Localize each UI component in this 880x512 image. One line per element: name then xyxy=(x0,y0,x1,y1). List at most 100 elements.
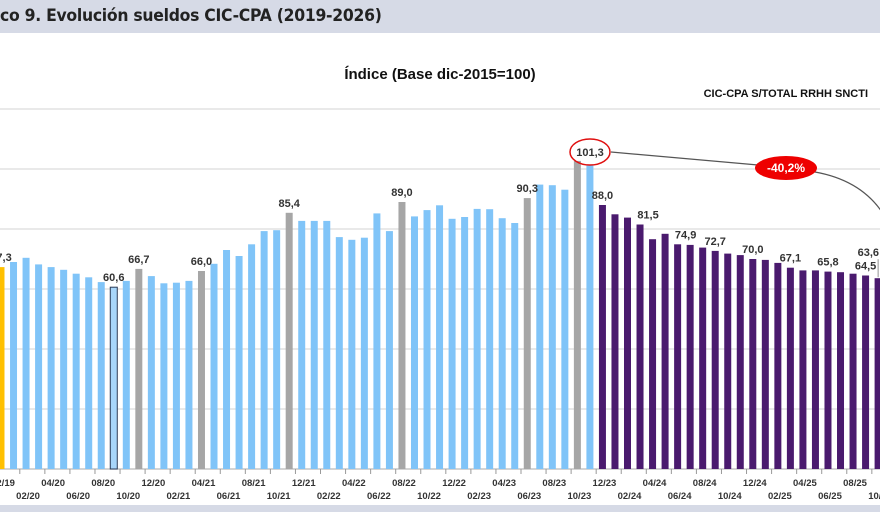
bar-04/24 xyxy=(649,239,657,469)
bar-11/21 xyxy=(285,212,293,470)
x-tick-label: 02/24 xyxy=(618,491,642,502)
bar-04/20 xyxy=(47,267,55,469)
data-label: 90,3 xyxy=(517,183,538,195)
bar-01/23 xyxy=(461,217,469,469)
series-label: CIC-CPA S/TOTAL RRHH SNCTI xyxy=(704,88,868,100)
bar-11/20 xyxy=(135,268,143,469)
bar-06/23 xyxy=(523,198,531,469)
chart-subtitle: Índice (Base dic-2015=100) xyxy=(344,66,535,83)
bar-12/21 xyxy=(298,220,306,469)
bar-12/23 xyxy=(598,205,606,469)
x-tick-label: 04/22 xyxy=(342,478,366,489)
bar-02/20 xyxy=(22,257,30,469)
bar-05/22 xyxy=(360,237,368,469)
x-tick-label: 10/25 xyxy=(868,491,880,502)
peak-label: 101,3 xyxy=(576,147,604,159)
bar-06/20 xyxy=(72,273,80,469)
bar-04/21 xyxy=(197,271,205,469)
data-label: 65,8 xyxy=(817,257,838,269)
x-tick-label: 10/20 xyxy=(116,491,140,502)
x-tick-label: 12/22 xyxy=(442,478,466,489)
x-tick-label: 12/19 xyxy=(0,478,15,489)
x-tick-label: 06/24 xyxy=(668,491,692,502)
bar-12/22 xyxy=(448,218,456,469)
bar-03/20 xyxy=(35,264,43,469)
data-label: 81,5 xyxy=(637,210,658,222)
bar-11/22 xyxy=(436,205,444,470)
x-tick-label: 10/21 xyxy=(267,491,291,502)
data-label: 67,3 xyxy=(0,252,12,264)
bar-02/24 xyxy=(624,217,631,469)
bar-10/23 xyxy=(573,160,581,469)
x-tick-label: 04/25 xyxy=(793,478,817,489)
bar-07/25 xyxy=(837,272,845,469)
x-tick-label: 06/25 xyxy=(818,491,842,502)
x-tick-label: 06/20 xyxy=(66,491,90,502)
x-tick-label: 02/23 xyxy=(467,491,491,502)
data-label: 67,1 xyxy=(780,253,801,265)
connector-line xyxy=(610,151,759,166)
data-label: 66,7 xyxy=(128,254,149,266)
bar-08/21 xyxy=(248,244,256,469)
bar-06/25 xyxy=(824,271,832,469)
x-tick-label: 08/24 xyxy=(693,478,717,489)
x-tick-label: 08/25 xyxy=(843,478,867,489)
bar-08/22 xyxy=(398,202,406,469)
change-label: -40,2% xyxy=(767,161,805,175)
data-label: 85,4 xyxy=(278,198,300,210)
footer-band xyxy=(0,505,880,512)
bar-11/24 xyxy=(736,255,744,469)
bar-05/25 xyxy=(811,270,819,469)
bar-03/24 xyxy=(636,224,644,469)
data-label: 89,0 xyxy=(391,187,412,199)
bar-07/20 xyxy=(85,277,93,469)
x-tick-label: 04/21 xyxy=(192,478,216,489)
connector-curve xyxy=(814,171,880,211)
x-tick-label: 02/22 xyxy=(317,491,341,502)
bar-12/19 xyxy=(0,267,5,469)
x-tick-label: 12/21 xyxy=(292,478,316,489)
data-label: 72,7 xyxy=(704,236,725,248)
bar-07/22 xyxy=(385,231,393,469)
bar-10/24 xyxy=(724,253,732,469)
x-tick-label: 02/25 xyxy=(768,491,792,502)
bar-10/21 xyxy=(273,230,281,469)
x-tick-label: 10/24 xyxy=(718,491,742,502)
bar-06/22 xyxy=(373,213,381,469)
bar-01/20 xyxy=(10,262,18,469)
bar-02/25 xyxy=(774,262,782,469)
x-tick-label: 08/22 xyxy=(392,478,416,489)
x-tick-label: 08/20 xyxy=(91,478,115,489)
bar-05/20 xyxy=(60,269,68,469)
bar-06/21 xyxy=(223,250,231,469)
bar-05/21 xyxy=(210,263,218,469)
data-label: 60,6 xyxy=(103,272,124,284)
data-label: 63,6 xyxy=(858,247,879,259)
bar-09/20 xyxy=(109,286,118,470)
bar-07/24 xyxy=(686,244,694,469)
chart-heading: co 9. Evolución sueldos CIC-CPA (2019-20… xyxy=(0,6,382,26)
bar-11/23 xyxy=(586,165,594,469)
data-label: 74,9 xyxy=(675,229,696,241)
x-tick-label: 04/20 xyxy=(41,478,65,489)
bar-05/23 xyxy=(511,223,519,469)
bar-08/25 xyxy=(849,273,857,469)
data-label: 70,0 xyxy=(742,244,763,256)
bar-08/24 xyxy=(699,247,707,469)
x-tick-label: 04/23 xyxy=(492,478,516,489)
x-tick-label: 10/22 xyxy=(417,491,441,502)
x-tick-label: 12/23 xyxy=(593,478,617,489)
peak-circle xyxy=(569,138,611,166)
bar-03/21 xyxy=(185,280,193,469)
chart-header: co 9. Evolución sueldos CIC-CPA (2019-20… xyxy=(0,0,880,33)
bar-02/23 xyxy=(473,208,481,469)
bar-04/23 xyxy=(498,218,506,469)
bar-03/23 xyxy=(486,209,494,469)
data-label: 66,0 xyxy=(191,256,212,268)
data-label: 88,0 xyxy=(592,190,613,202)
bar-04/25 xyxy=(799,270,807,469)
bar-12/20 xyxy=(147,276,155,469)
bar-12/24 xyxy=(749,259,757,469)
bar-02/21 xyxy=(172,282,180,469)
